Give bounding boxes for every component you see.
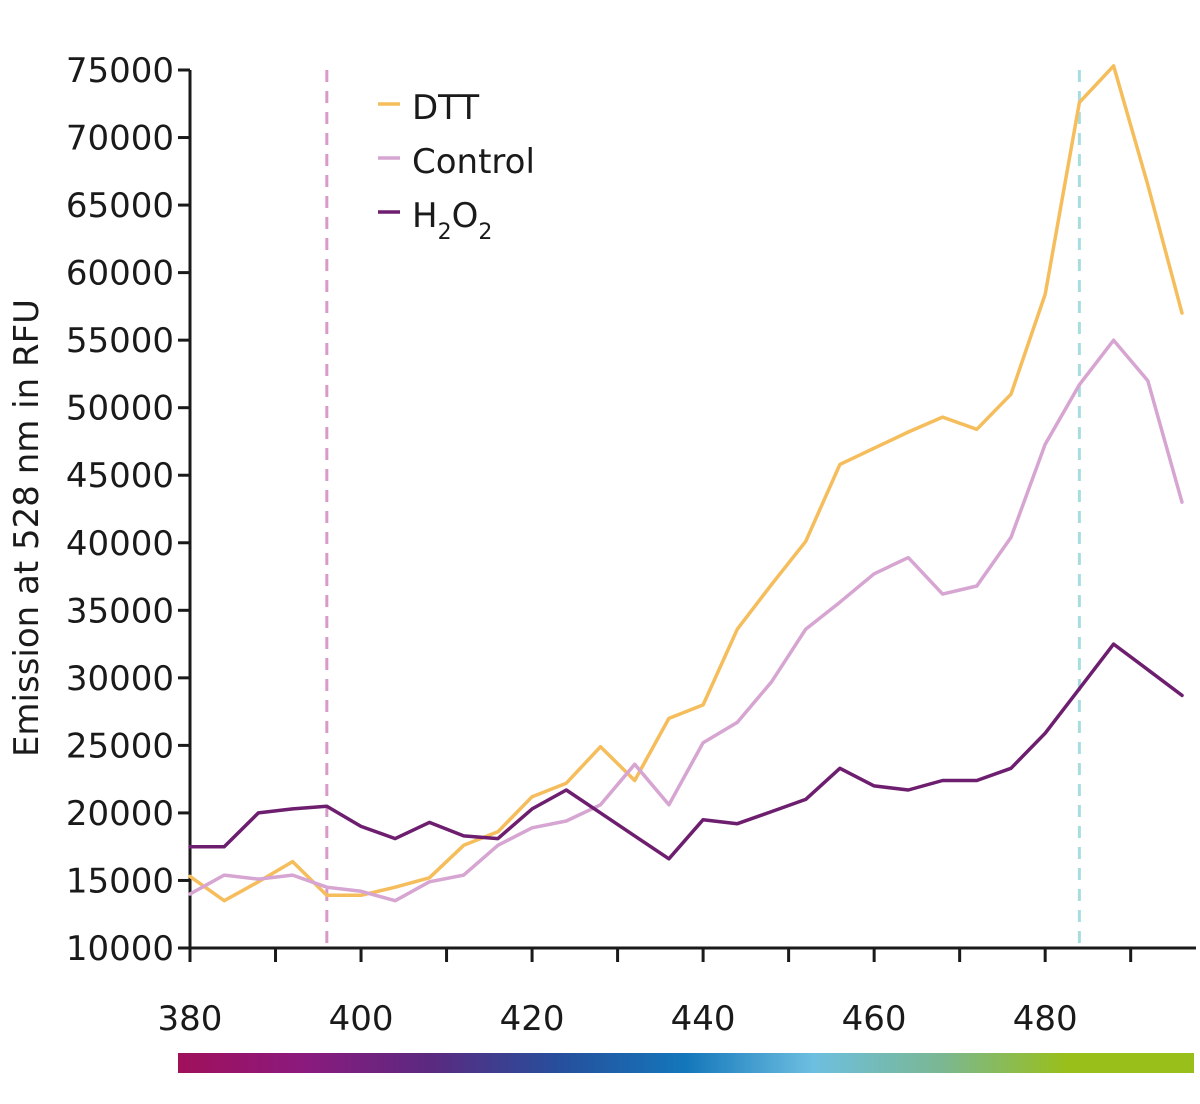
y-tick-label: 30000	[66, 659, 174, 699]
y-tick-label: 75000	[66, 51, 174, 91]
series-line-control	[188, 338, 1184, 903]
y-tick-label: 45000	[66, 456, 174, 496]
y-tick-label: 40000	[66, 524, 174, 564]
legend-label: Control	[412, 142, 535, 182]
x-tick-label: 380	[158, 999, 223, 1039]
y-tick-label: 25000	[66, 726, 174, 766]
axes	[188, 70, 1196, 960]
x-tick-label: 460	[842, 999, 907, 1039]
x-tick-label: 420	[500, 999, 565, 1039]
y-axis-ticks: 10000 15000 20000 25000 30000 35000 40000 45000…	[66, 51, 190, 969]
x-axis-ticks: 380 400 420 440 460 480	[158, 948, 1133, 1039]
x-tick-label: 400	[329, 999, 394, 1039]
series-lines	[188, 64, 1184, 903]
x-tick-label: 440	[671, 999, 736, 1039]
legend-label: DTT	[412, 88, 479, 128]
reference-lines	[325, 70, 1081, 948]
legend-label: H2O2	[412, 196, 492, 245]
x-tick-label: 480	[1013, 999, 1078, 1039]
y-tick-label: 20000	[66, 794, 174, 834]
y-tick-label: 60000	[66, 254, 174, 294]
y-tick-label: 55000	[66, 321, 174, 361]
series-line-dtt	[188, 64, 1184, 903]
y-axis-title: Emission at 528 nm in RFU	[7, 299, 47, 757]
y-tick-label: 10000	[66, 929, 174, 969]
legend: DTT Control H2O2	[378, 88, 535, 245]
y-tick-label: 65000	[66, 186, 174, 226]
series-line-h2o2	[188, 642, 1184, 861]
y-tick-label: 70000	[66, 119, 174, 159]
spectrum-color-bar	[178, 1053, 1194, 1073]
y-tick-label: 15000	[66, 861, 174, 901]
y-tick-label: 50000	[66, 389, 174, 429]
y-tick-label: 35000	[66, 591, 174, 631]
